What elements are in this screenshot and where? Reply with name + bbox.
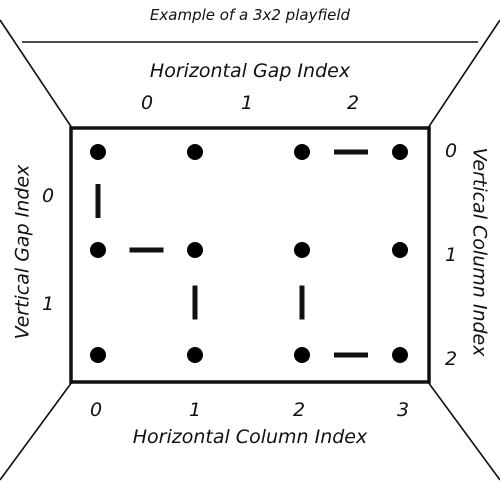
frame-line <box>0 19 73 129</box>
grid-dot <box>90 144 106 160</box>
horizontal-column-index: 3 <box>396 399 410 421</box>
horizontal-gap-index: 0 <box>140 92 154 114</box>
vertical-gap-index: 1 <box>41 293 55 315</box>
frame-line <box>427 19 500 129</box>
playfield-border <box>69 126 431 384</box>
grid-dot <box>294 144 310 160</box>
perspective-frame <box>0 19 500 481</box>
grid-dot <box>187 347 203 363</box>
horizontal-column-index: 2 <box>292 399 306 421</box>
vertical-gap-index-label: Vertical Gap Index <box>10 164 33 340</box>
grid-dot <box>187 242 203 258</box>
horizontal-gap-index: 1 <box>240 92 254 114</box>
dot-layer <box>90 144 408 363</box>
grid-dot <box>90 242 106 258</box>
grid-dot <box>294 242 310 258</box>
horizontal-column-index-label: Horizontal Column Index <box>132 426 368 448</box>
vertical-column-index: 2 <box>444 348 458 370</box>
grid-dot <box>187 144 203 160</box>
vertical-column-index: 0 <box>444 140 458 162</box>
grid-dot <box>392 242 408 258</box>
diagram-title: Example of a 3x2 playfield <box>149 6 351 24</box>
segment-layer <box>95 149 368 358</box>
vertical-gap-index: 0 <box>41 185 55 207</box>
grid-dot <box>392 144 408 160</box>
horizontal-column-index: 0 <box>89 399 103 421</box>
frame-line <box>427 381 500 481</box>
horizontal-column-index: 1 <box>188 399 202 421</box>
horizontal-gap-index-label: Horizontal Gap Index <box>149 60 351 82</box>
horizontal-gap-index: 2 <box>346 92 360 114</box>
frame-line <box>0 381 73 481</box>
grid-dot <box>294 347 310 363</box>
grid-dot <box>392 347 408 363</box>
vertical-column-index: 1 <box>444 244 458 266</box>
vertical-column-index-label: Vertical Column Index <box>467 147 490 357</box>
grid-dot <box>90 347 106 363</box>
